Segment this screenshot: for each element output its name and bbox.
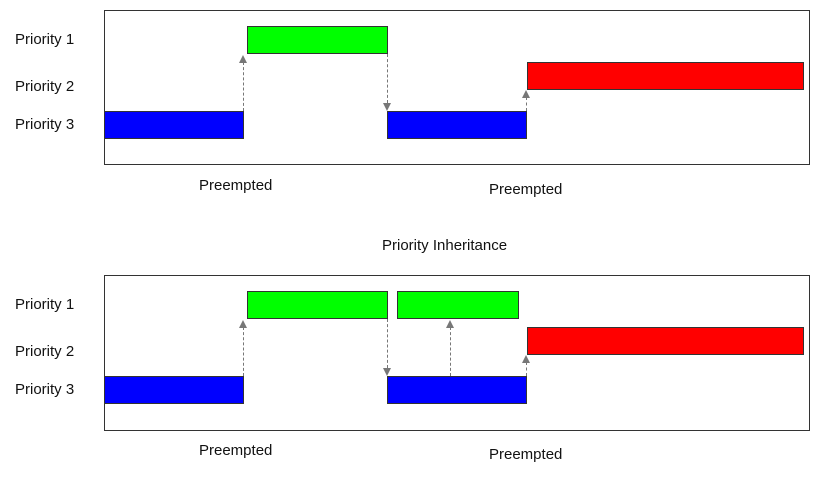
bottom-priority-2-bar [527,327,804,355]
bottom-priority-1-bar-2 [397,291,519,319]
bottom-preempt-arrow-up-1 [243,327,244,376]
bottom-preempt-arrow-up-2 [526,362,527,376]
top-preempt-arrow-up-1 [243,62,244,111]
bottom-priority-1-bar-1 [247,291,388,319]
top-priority-1-bar [247,26,388,54]
top-preempt-arrow-up-2 [526,97,527,111]
bottom-arrowhead-down [383,368,391,376]
top-arrowhead-up-2 [522,90,530,98]
top-arrowhead-down [383,103,391,111]
top-arrowhead-up-1 [239,55,247,63]
top-label-priority-3: Priority 3 [15,116,75,133]
bottom-label-priority-1: Priority 1 [15,296,75,313]
top-label-priority-2: Priority 2 [15,78,75,95]
bottom-priority-3-bar-2 [387,376,527,404]
top-label-priority-1: Priority 1 [15,31,75,48]
bottom-label-priority-3: Priority 3 [15,381,75,398]
bottom-annotation-preempted-1: Preempted [199,442,273,459]
section-title: Priority Inheritance [382,237,508,254]
bottom-priority-3-bar-1 [104,376,244,404]
bottom-arrowhead-up-2 [522,355,530,363]
bottom-inherit-arrow-up [450,327,451,376]
bottom-annotation-preempted-2: Preempted [489,446,563,463]
top-priority-3-bar-1 [104,111,244,139]
bottom-arrowhead-inherit [446,320,454,328]
top-priority-2-bar [527,62,804,90]
top-annotation-preempted-2: Preempted [489,181,563,198]
top-resume-arrow-down [387,54,388,103]
bottom-arrowhead-up-1 [239,320,247,328]
bottom-resume-arrow-down [387,319,388,368]
bottom-label-priority-2: Priority 2 [15,343,75,360]
top-priority-3-bar-2 [387,111,527,139]
top-annotation-preempted-1: Preempted [199,177,273,194]
